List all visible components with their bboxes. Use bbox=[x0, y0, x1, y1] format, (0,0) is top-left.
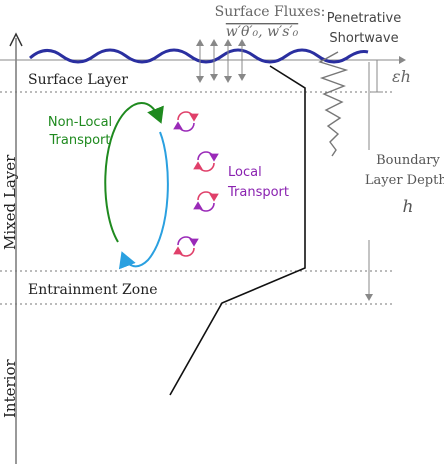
nonlocal-transport-arrow-blue bbox=[118, 131, 169, 270]
boundary-layer-depth-label-2: Layer Depth: bbox=[365, 173, 444, 188]
local-eddy-1 bbox=[173, 111, 199, 132]
eps-h-label: εh bbox=[392, 67, 411, 86]
penetrative-label-2: Shortwave bbox=[329, 31, 398, 46]
local-eddy-3 bbox=[193, 191, 219, 212]
nonlocal-label-2: Transport bbox=[48, 133, 110, 148]
surface-flux-arrows bbox=[196, 39, 246, 83]
surface-fluxes-title: Surface Fluxes: bbox=[215, 4, 326, 20]
surface-fluxes-terms: w′θ′₀, w′s′₀ bbox=[226, 24, 299, 40]
penetrative-shortwave-icon bbox=[318, 51, 349, 157]
local-eddy-2 bbox=[193, 151, 219, 172]
boundary-layer-depth-symbol: h bbox=[403, 197, 414, 217]
penetrative-label-1: Penetrative bbox=[327, 11, 401, 26]
nonlocal-label-1: Non-Local bbox=[48, 115, 112, 130]
entrainment-zone-label: Entrainment Zone bbox=[28, 282, 158, 298]
local-eddy-4 bbox=[173, 236, 199, 257]
buoyancy-profile-line bbox=[169, 65, 306, 396]
surface-layer-label: Surface Layer bbox=[28, 72, 128, 88]
nonlocal-transport-arrow-green bbox=[104, 102, 164, 243]
mixed-layer-label: Mixed Layer bbox=[1, 154, 19, 250]
boundary-layer-depth-label-1: Boundary bbox=[376, 153, 440, 168]
depth-axis-arrowhead bbox=[9, 32, 23, 47]
eps-h-bracket bbox=[371, 59, 383, 93]
local-label-1: Local bbox=[228, 165, 262, 180]
local-label-2: Transport bbox=[227, 185, 289, 200]
interior-label: Interior bbox=[1, 359, 19, 418]
sea-surface-wave bbox=[29, 48, 369, 64]
